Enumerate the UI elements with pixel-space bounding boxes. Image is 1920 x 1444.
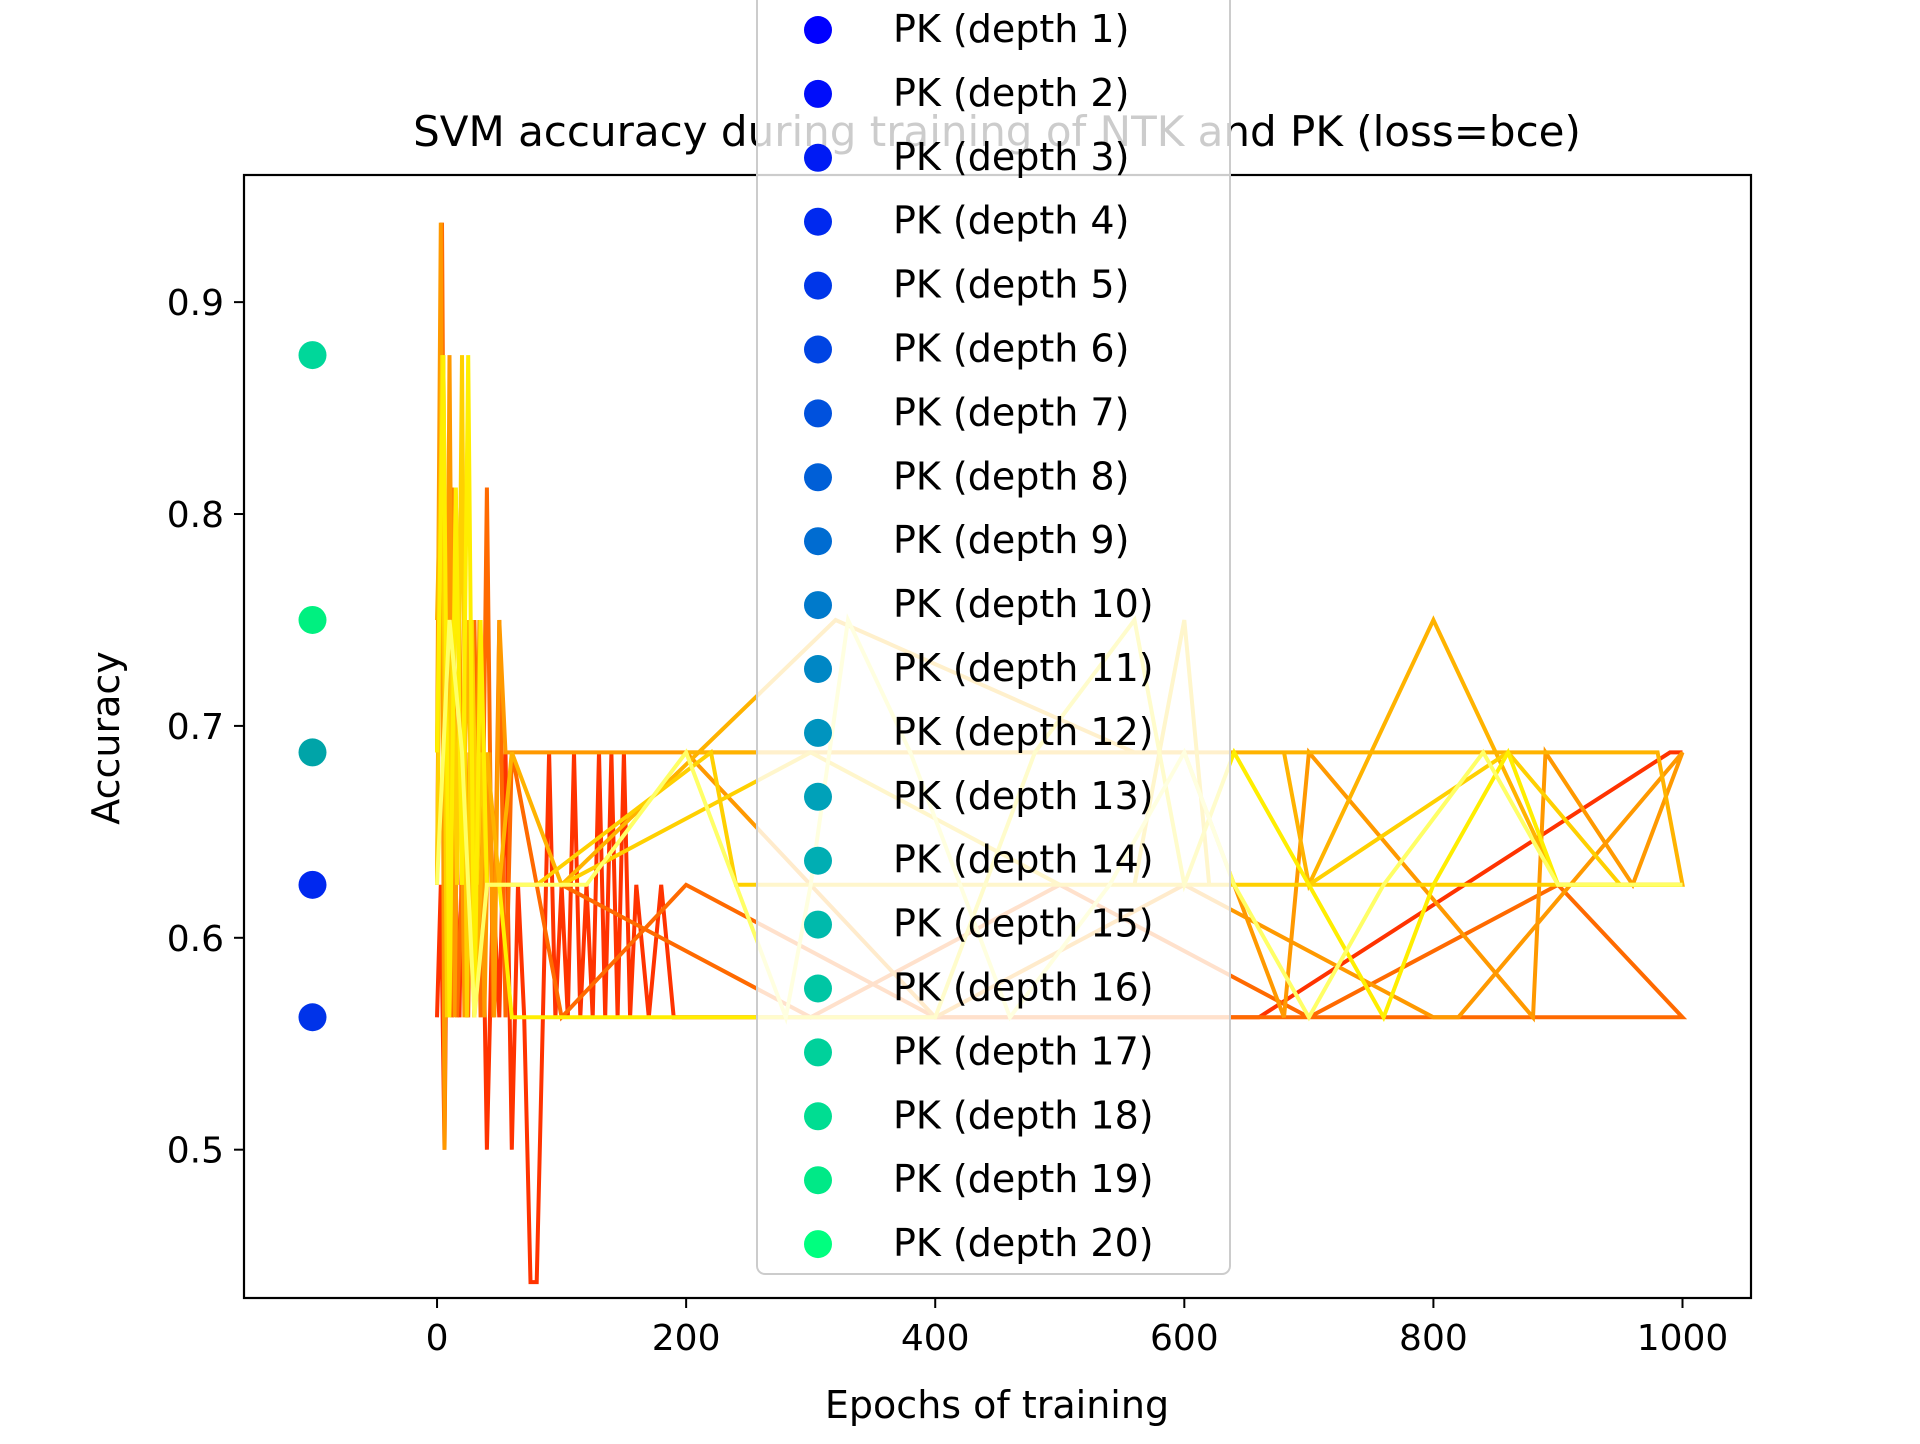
legend-label: PK (depth 8) xyxy=(893,454,1129,498)
legend-entry: PK (depth 10) xyxy=(804,582,1154,626)
legend-entry: PK (depth 11) xyxy=(804,646,1154,690)
series-layer xyxy=(435,222,1688,1285)
scatter-point-5 xyxy=(298,1003,327,1032)
legend-marker xyxy=(804,271,832,300)
legend-entry: PK (depth 6) xyxy=(804,327,1129,371)
y-tick-label: 0.5 xyxy=(167,1131,224,1172)
y-tick-label: 0.6 xyxy=(167,919,224,960)
legend-entry: PK (depth 18) xyxy=(804,1093,1154,1137)
scatter-point-3 xyxy=(298,738,327,767)
legend-marker xyxy=(804,910,832,939)
legend-entry: PK (depth 20) xyxy=(804,1221,1154,1265)
legend-label: PK (depth 4) xyxy=(893,199,1129,243)
legend: PK (depth 1) PK (depth 2) PK (depth 3) PK (… xyxy=(756,0,1231,1275)
legend-label: PK (depth 5) xyxy=(893,263,1129,307)
legend-label: PK (depth 13) xyxy=(893,774,1154,818)
scatter-layer xyxy=(298,341,327,1032)
legend-marker xyxy=(804,655,832,683)
series-line-6 xyxy=(435,355,1683,1023)
scatter-point-2 xyxy=(298,605,327,634)
legend-entry: PK (depth 3) xyxy=(804,135,1129,179)
x-tick-label: 0 xyxy=(426,1318,449,1359)
legend-entry: PK (depth 15) xyxy=(804,902,1154,946)
legend-marker xyxy=(804,591,832,620)
legend-marker xyxy=(804,527,832,556)
legend-label: PK (depth 2) xyxy=(893,71,1129,115)
legend-marker xyxy=(804,1038,832,1067)
legend-label: PK (depth 19) xyxy=(893,1157,1154,1201)
scatter-point-4 xyxy=(298,870,327,899)
x-axis-ticks: 0 200 400 600 800 1000 xyxy=(426,1298,1729,1359)
x-tick-label: 600 xyxy=(1150,1318,1219,1359)
legend-marker xyxy=(804,782,832,811)
legend-marker xyxy=(804,718,832,747)
legend-entry: PK (depth 9) xyxy=(804,518,1129,562)
legend-label: PK (depth 14) xyxy=(893,838,1154,882)
legend-marker xyxy=(804,79,832,108)
x-axis-label: Epochs of training xyxy=(825,1383,1169,1427)
legend-label: PK (depth 11) xyxy=(893,646,1154,690)
x-tick-label: 200 xyxy=(652,1318,721,1359)
legend-entry: PK (depth 13) xyxy=(804,774,1154,818)
legend-marker xyxy=(804,974,832,1003)
legend-label: PK (depth 7) xyxy=(893,390,1129,434)
legend-marker xyxy=(804,16,832,44)
legend-marker xyxy=(804,207,832,236)
legend-marker xyxy=(804,846,832,875)
y-axis-ticks: 0.5 0.6 0.7 0.8 0.9 xyxy=(167,283,244,1172)
y-tick-label: 0.8 xyxy=(167,495,224,536)
legend-marker xyxy=(804,399,832,428)
legend-label: PK (depth 18) xyxy=(893,1093,1154,1137)
legend-entry: PK (depth 17) xyxy=(804,1029,1154,1073)
legend-label: PK (depth 3) xyxy=(893,135,1129,179)
legend-marker xyxy=(804,463,832,492)
legend-entry: PK (depth 5) xyxy=(804,263,1129,307)
legend-label: PK (depth 1) xyxy=(893,7,1129,51)
y-tick-label: 0.9 xyxy=(167,283,224,324)
legend-entry: PK (depth 12) xyxy=(804,710,1154,754)
legend-entry: PK (depth 8) xyxy=(804,454,1129,498)
legend-label: PK (depth 12) xyxy=(893,710,1154,754)
legend-label: PK (depth 9) xyxy=(893,518,1129,562)
legend-label: PK (depth 20) xyxy=(893,1221,1154,1265)
legend-entry: PK (depth 16) xyxy=(804,966,1154,1010)
legend-entry: PK (depth 19) xyxy=(804,1157,1154,1201)
legend-marker xyxy=(804,1166,832,1195)
legend-entry: PK (depth 4) xyxy=(804,199,1129,243)
legend-label: PK (depth 17) xyxy=(893,1029,1154,1073)
legend-entry: PK (depth 1) xyxy=(804,7,1129,51)
legend-label: PK (depth 10) xyxy=(893,582,1154,626)
y-tick-label: 0.7 xyxy=(167,707,224,748)
legend-marker xyxy=(804,1230,832,1259)
legend-entry: PK (depth 7) xyxy=(804,390,1129,434)
legend-label: PK (depth 6) xyxy=(893,327,1129,371)
scatter-point-1 xyxy=(298,341,327,370)
y-axis-label: Accuracy xyxy=(84,651,128,825)
legend-label: PK (depth 16) xyxy=(893,966,1154,1010)
x-tick-label: 400 xyxy=(901,1318,970,1359)
legend-entry: PK (depth 14) xyxy=(804,838,1154,882)
legend-entry: PK (depth 2) xyxy=(804,71,1129,115)
legend-marker xyxy=(804,335,832,364)
legend-marker xyxy=(804,143,832,172)
x-tick-label: 1000 xyxy=(1637,1318,1729,1359)
legend-label: PK (depth 15) xyxy=(893,902,1154,946)
legend-marker xyxy=(804,1102,832,1131)
legend-box xyxy=(756,0,1231,1275)
x-tick-label: 800 xyxy=(1399,1318,1468,1359)
